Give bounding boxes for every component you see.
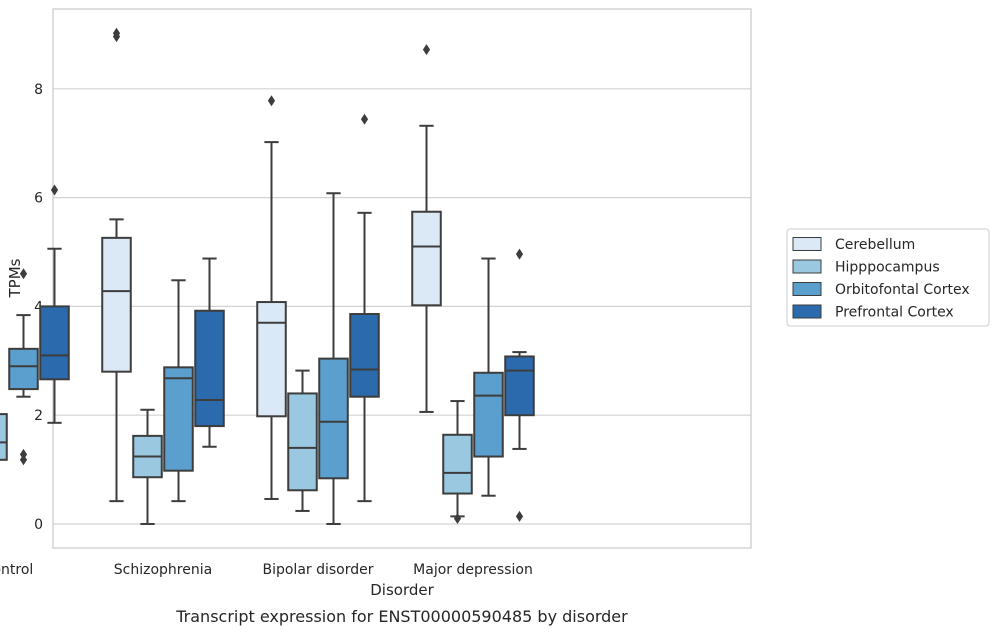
box — [349, 113, 380, 503]
box — [504, 248, 535, 522]
box-body — [0, 413, 8, 461]
box-body — [101, 236, 132, 373]
x-tick-label: Major depression — [413, 562, 533, 578]
x-axis-ticks: Control Schizophrenia Bipolar disorder Majo… — [0, 562, 533, 578]
legend-swatch — [792, 304, 822, 319]
outlier-point — [515, 510, 524, 522]
outlier-point — [19, 268, 28, 280]
outlier-point — [112, 27, 121, 39]
x-tick-label: Bipolar disorder — [262, 562, 373, 578]
legend-swatch — [792, 282, 822, 296]
box — [0, 413, 8, 461]
outlier-point — [453, 513, 462, 525]
box-body — [504, 355, 535, 417]
legend-swatch — [792, 259, 822, 274]
box — [39, 184, 70, 424]
legend-swatch — [792, 237, 822, 251]
y-tick-label: 4 — [34, 299, 43, 315]
legend-label: Prefrontal Cortex — [835, 305, 954, 321]
outlier-point — [422, 44, 431, 56]
outlier-point — [50, 184, 59, 196]
y-tick-label: 8 — [34, 82, 43, 98]
box-body — [349, 313, 380, 398]
box — [318, 192, 349, 525]
box-body — [163, 366, 194, 472]
y-tick-label: 2 — [34, 408, 43, 424]
outlier-point — [360, 113, 369, 125]
chart-caption: Transcript expression for ENST0000059048… — [175, 607, 628, 626]
box — [473, 257, 504, 497]
y-axis-ticks: 0 2 4 6 8 — [34, 82, 43, 533]
box-body — [39, 305, 70, 381]
legend: Cerebellum Hipppocampus Orbitofontal Corte… — [786, 228, 990, 327]
box-body — [256, 301, 287, 418]
box — [194, 257, 225, 448]
boxes — [0, 27, 535, 525]
box-body — [287, 392, 318, 492]
box — [442, 400, 473, 525]
x-axis-label: Disorder — [370, 581, 434, 599]
y-tick-label: 0 — [34, 517, 43, 533]
legend-label: Hipppocampus — [835, 260, 940, 276]
box — [101, 27, 132, 503]
legend-frame — [786, 228, 990, 327]
box-body — [8, 347, 39, 391]
x-tick-label: Schizophrenia — [114, 562, 212, 578]
box-body — [194, 309, 225, 428]
box-body — [318, 357, 349, 480]
legend-label: Cerebellum — [835, 237, 915, 253]
x-tick-label: Control — [0, 562, 33, 578]
y-axis-label: TPMs — [6, 258, 24, 298]
outlier-point — [267, 95, 276, 107]
box — [256, 95, 287, 500]
box — [8, 268, 39, 466]
outlier-point — [515, 248, 524, 260]
legend-label: Orbitofontal Cortex — [835, 282, 970, 298]
box — [287, 369, 318, 512]
y-tick-label: 6 — [34, 191, 43, 207]
box — [163, 279, 194, 503]
box-body — [411, 210, 442, 307]
box — [132, 408, 163, 525]
plot-frame — [52, 8, 752, 549]
box — [411, 44, 442, 413]
outlier-point — [19, 454, 28, 466]
box-body — [473, 371, 504, 458]
box-body — [442, 433, 473, 495]
